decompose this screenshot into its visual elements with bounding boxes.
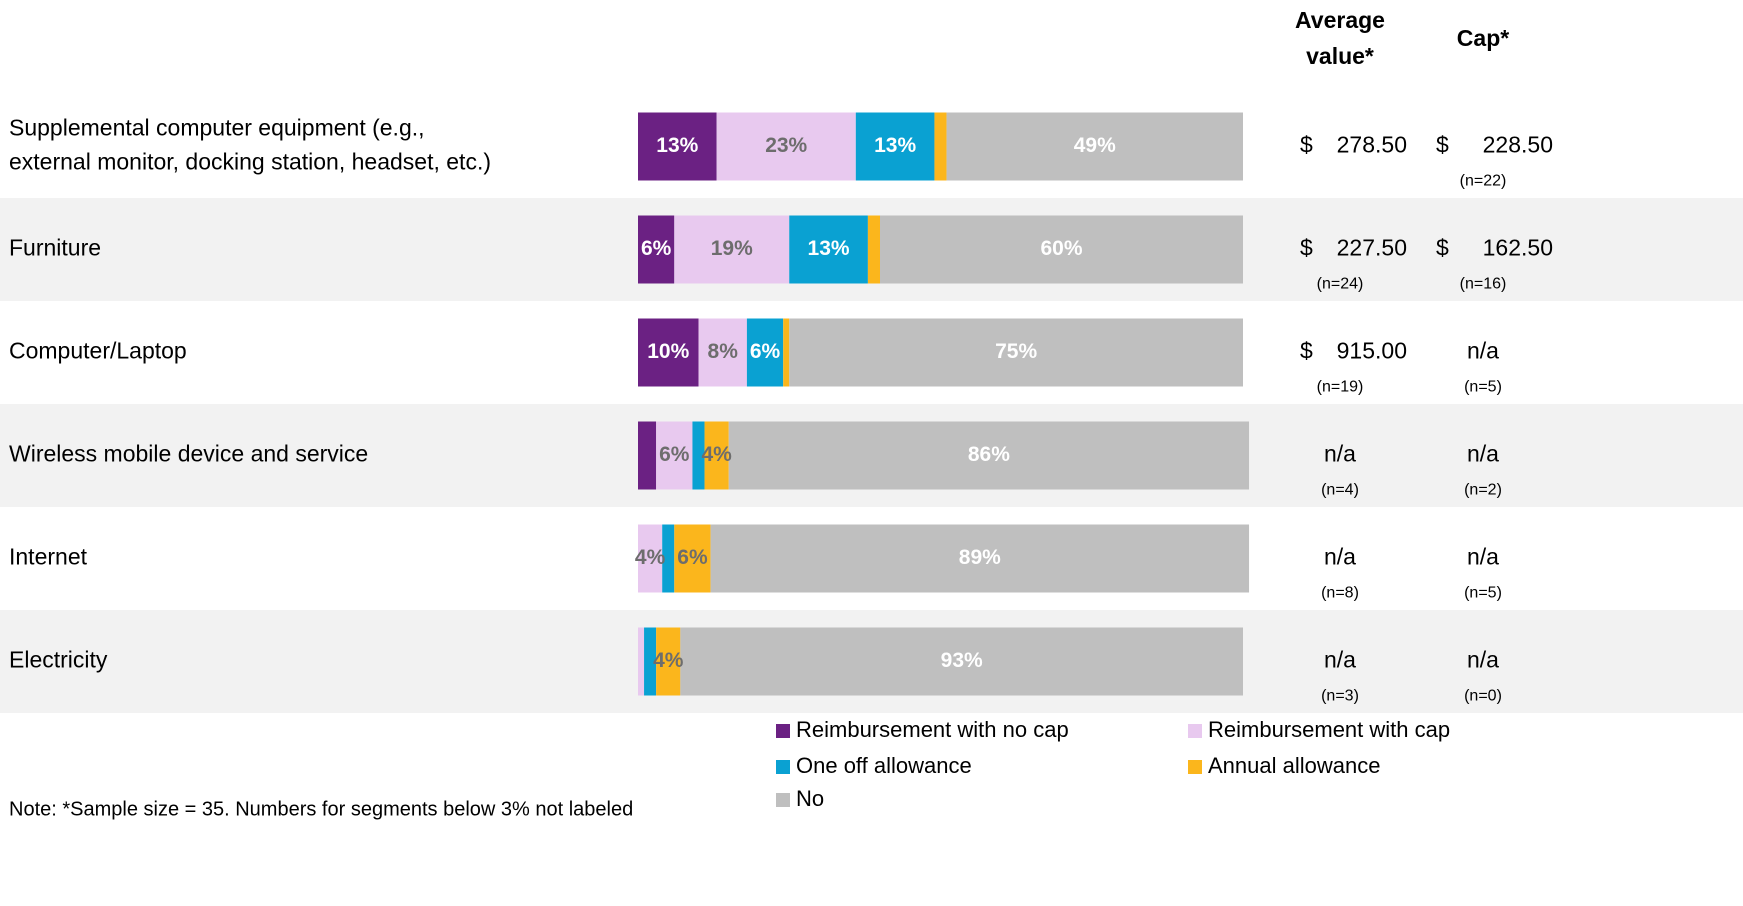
amount: 162.50 <box>1483 235 1553 261</box>
column-header: value* <box>1306 43 1374 69</box>
bar-segment <box>680 627 1243 696</box>
bar-segment <box>692 421 705 490</box>
legend-swatch <box>776 793 790 807</box>
bar-segment <box>946 112 1243 181</box>
sample-size: (n=8) <box>1321 585 1359 602</box>
bar-segment <box>789 215 868 284</box>
category-label: Internet <box>9 544 88 570</box>
sample-size: (n=19) <box>1317 379 1364 396</box>
bar-segment <box>638 421 657 490</box>
data-label: 6% <box>677 546 708 569</box>
bar-segment <box>855 112 935 181</box>
sample-size: (n=5) <box>1464 379 1502 396</box>
amount: n/a <box>1467 647 1499 673</box>
bar-segment <box>710 524 1250 593</box>
data-label: 75% <box>995 340 1037 363</box>
bar-segment <box>674 215 790 284</box>
amount: 278.50 <box>1337 132 1407 158</box>
bar-segment <box>934 112 947 181</box>
category-label: Computer/Laptop <box>9 338 187 364</box>
legend-swatch <box>776 760 790 774</box>
amount: n/a <box>1467 441 1499 467</box>
category-label: Supplemental computer equipment (e.g., <box>9 115 425 141</box>
currency: $ <box>1436 132 1449 158</box>
legend-label: Reimbursement with cap <box>1208 717 1450 742</box>
data-label: 60% <box>1040 237 1082 260</box>
amount: n/a <box>1324 647 1356 673</box>
data-label: 86% <box>968 443 1010 466</box>
amount: 228.50 <box>1483 132 1553 158</box>
currency: $ <box>1300 235 1313 261</box>
currency: $ <box>1436 235 1449 261</box>
amount: n/a <box>1467 338 1499 364</box>
legend-label: Reimbursement with no cap <box>796 717 1069 742</box>
column-header: Cap* <box>1457 25 1509 51</box>
legend-label: One off allowance <box>796 753 972 778</box>
bar-segment <box>746 318 784 387</box>
category-label: Furniture <box>9 235 101 261</box>
note: Note: *Sample size = 35. Numbers for seg… <box>9 798 633 820</box>
bar-segment <box>656 421 693 490</box>
category-label: Electricity <box>9 647 108 673</box>
legend-swatch <box>1188 724 1202 738</box>
sample-size: (n=3) <box>1321 688 1359 705</box>
bar-segment <box>716 112 856 181</box>
data-label: 4% <box>653 649 684 672</box>
data-label: 10% <box>647 340 689 363</box>
legend-swatch <box>1188 760 1202 774</box>
bar-segment <box>867 215 880 284</box>
bar-segment <box>880 215 1243 284</box>
sample-size: (n=16) <box>1460 276 1507 293</box>
bar-segment <box>656 627 681 696</box>
bar-segment <box>698 318 747 387</box>
amount: 227.50 <box>1337 235 1407 261</box>
legend-swatch <box>776 724 790 738</box>
amount: n/a <box>1324 544 1356 570</box>
data-label: 13% <box>874 134 916 157</box>
category-label: Wireless mobile device and service <box>9 441 368 467</box>
bar-segment <box>644 627 657 696</box>
data-label: 93% <box>941 649 983 672</box>
amount: n/a <box>1324 441 1356 467</box>
bar-segment <box>638 627 645 696</box>
bar-segment <box>638 215 675 284</box>
column-header: Average <box>1295 7 1385 33</box>
bar-segment <box>704 421 729 490</box>
bar-segment <box>638 112 717 181</box>
data-label: 89% <box>959 546 1001 569</box>
category-label: external monitor, docking station, heads… <box>9 149 491 175</box>
currency: $ <box>1300 132 1313 158</box>
legend-label: No <box>796 786 824 811</box>
sample-size: (n=4) <box>1321 482 1359 499</box>
data-label: 6% <box>659 443 690 466</box>
bar-segment <box>674 524 711 593</box>
data-label: 4% <box>701 443 732 466</box>
currency: $ <box>1300 338 1313 364</box>
legend-label: Annual allowance <box>1208 753 1380 778</box>
sample-size: (n=24) <box>1317 276 1364 293</box>
data-label: 13% <box>656 134 698 157</box>
data-label: 8% <box>708 340 739 363</box>
data-label: 6% <box>641 237 672 260</box>
sample-size: (n=5) <box>1464 585 1502 602</box>
data-label: 23% <box>765 134 807 157</box>
data-label: 13% <box>808 237 850 260</box>
sample-size: (n=22) <box>1460 173 1507 190</box>
data-label: 4% <box>635 546 666 569</box>
bar-segment <box>728 421 1250 490</box>
sample-size: (n=0) <box>1464 688 1502 705</box>
bar-segment <box>638 318 699 387</box>
bar-segment <box>638 524 663 593</box>
bar-segment <box>783 318 790 387</box>
amount: 915.00 <box>1337 338 1407 364</box>
sample-size: (n=2) <box>1464 482 1502 499</box>
data-label: 49% <box>1074 134 1116 157</box>
data-label: 19% <box>711 237 753 260</box>
bar-segment <box>662 524 675 593</box>
data-label: 6% <box>750 340 781 363</box>
bar-segment <box>789 318 1243 387</box>
amount: n/a <box>1467 544 1499 570</box>
